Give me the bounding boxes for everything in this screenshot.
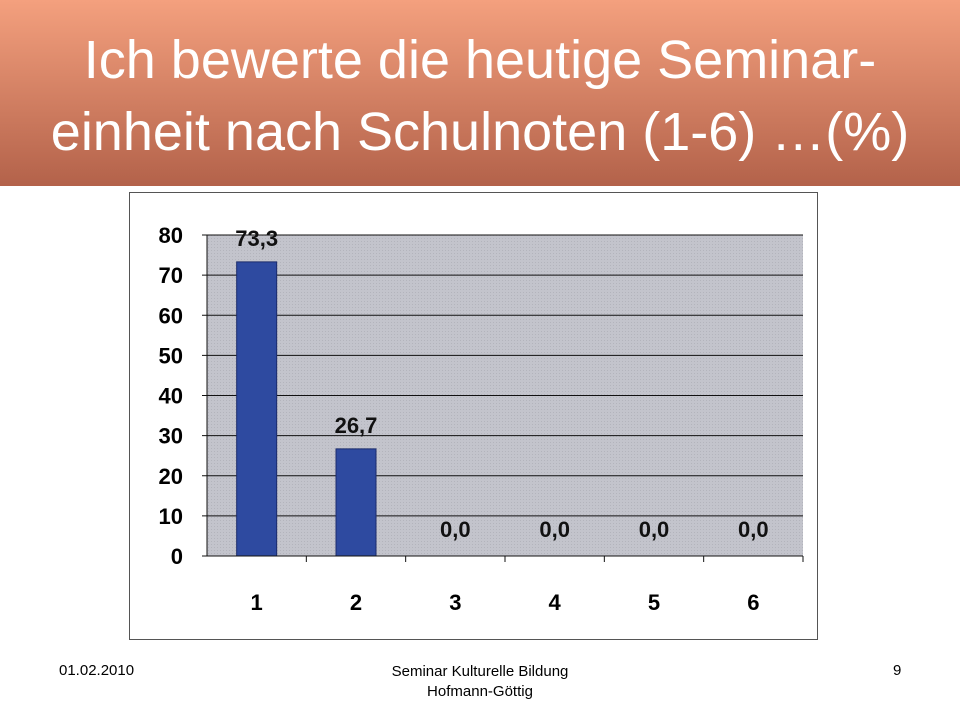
data-label: 0,0 xyxy=(738,517,769,542)
slide-header: Ich bewerte die heutige Seminar- einheit… xyxy=(0,0,960,186)
y-tick-label: 40 xyxy=(159,384,183,409)
x-tick-label: 3 xyxy=(449,590,461,615)
y-tick-label: 0 xyxy=(171,544,183,569)
footer-author: Hofmann-Göttig xyxy=(427,683,533,700)
y-tick-label: 70 xyxy=(159,263,183,288)
x-tick-label: 2 xyxy=(350,590,362,615)
footer-seminar-name: Seminar Kulturelle Bildung xyxy=(391,663,569,680)
footer-date: 01.02.2010 xyxy=(59,662,135,679)
data-label: 0,0 xyxy=(539,517,570,542)
y-tick-label: 50 xyxy=(159,343,183,368)
chart-frame: 0 10 20 30 40 50 60 70 80 1 73,3 2 26,7 3 0,0 4 0,0 5 0,0 6… xyxy=(129,192,818,640)
data-label: 73,3 xyxy=(235,226,278,251)
slide-title-line-2: einheit nach Schulnoten (1-6) …(%) xyxy=(50,102,910,162)
bar-2 xyxy=(335,448,377,557)
y-tick-label: 30 xyxy=(159,424,183,449)
bar-1 xyxy=(236,261,278,557)
data-label: 0,0 xyxy=(639,517,670,542)
y-tick-label: 80 xyxy=(159,223,183,248)
bar-chart: 0 10 20 30 40 50 60 70 80 1 73,3 2 26,7 3 0,0 4 0,0 5 0,0 6… xyxy=(159,223,804,615)
data-label: 0,0 xyxy=(440,517,471,542)
data-label: 26,7 xyxy=(335,413,378,438)
y-tick-label: 20 xyxy=(159,464,183,489)
x-tick-label: 1 xyxy=(251,590,263,615)
footer-center: Seminar Kulturelle Bildung Hofmann-Götti… xyxy=(330,662,630,702)
x-tick-label: 5 xyxy=(648,590,660,615)
x-tick-label: 4 xyxy=(549,590,562,615)
slide-title-line-1: Ich bewerte die heutige Seminar- xyxy=(83,30,877,90)
y-tick-label: 60 xyxy=(159,303,183,328)
y-tick-label: 10 xyxy=(159,504,183,529)
footer-page-number: 9 xyxy=(893,662,902,679)
x-tick-label: 6 xyxy=(747,590,759,615)
